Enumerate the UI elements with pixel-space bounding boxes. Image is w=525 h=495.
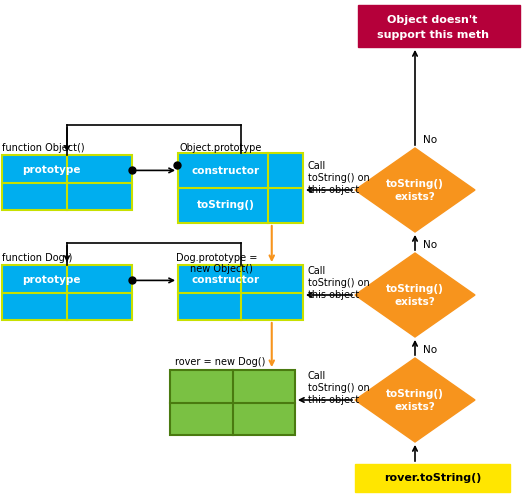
- Text: prototype: prototype: [22, 165, 81, 175]
- Text: function Dog(): function Dog(): [2, 253, 72, 263]
- Bar: [178, 153, 303, 223]
- Text: constructor: constructor: [192, 165, 259, 176]
- Text: exists?: exists?: [395, 297, 435, 307]
- Text: toString(): toString(): [386, 179, 444, 189]
- Text: toString(): toString(): [196, 200, 255, 210]
- Text: support this meth: support this meth: [376, 30, 489, 40]
- Bar: [358, 5, 520, 47]
- Text: exists?: exists?: [395, 402, 435, 412]
- Polygon shape: [355, 358, 475, 442]
- Text: Call
toString() on
this object: Call toString() on this object: [308, 266, 370, 300]
- Text: No: No: [423, 135, 437, 145]
- Text: exists?: exists?: [395, 192, 435, 202]
- Text: new Object(): new Object(): [190, 264, 253, 274]
- Text: rover = new Dog(): rover = new Dog(): [175, 357, 265, 367]
- Text: function Object(): function Object(): [2, 143, 85, 153]
- Text: rover.toString(): rover.toString(): [384, 473, 481, 483]
- Text: Object doesn't: Object doesn't: [387, 15, 478, 25]
- Bar: [2, 155, 132, 210]
- Text: No: No: [423, 240, 437, 250]
- Text: toString(): toString(): [386, 389, 444, 399]
- Text: Call
toString() on
this object: Call toString() on this object: [308, 371, 370, 405]
- Text: constructor: constructor: [192, 275, 259, 286]
- Text: prototype: prototype: [22, 275, 81, 286]
- Text: Dog.prototype =: Dog.prototype =: [176, 253, 257, 263]
- Text: toString(): toString(): [386, 284, 444, 294]
- Text: Object.prototype: Object.prototype: [180, 143, 262, 153]
- Bar: [2, 265, 132, 320]
- Polygon shape: [355, 148, 475, 232]
- Text: Call
toString() on
this object: Call toString() on this object: [308, 160, 370, 196]
- Text: No: No: [423, 345, 437, 355]
- Bar: [170, 370, 295, 435]
- Bar: [355, 464, 510, 492]
- Bar: [178, 265, 303, 320]
- Polygon shape: [355, 253, 475, 337]
